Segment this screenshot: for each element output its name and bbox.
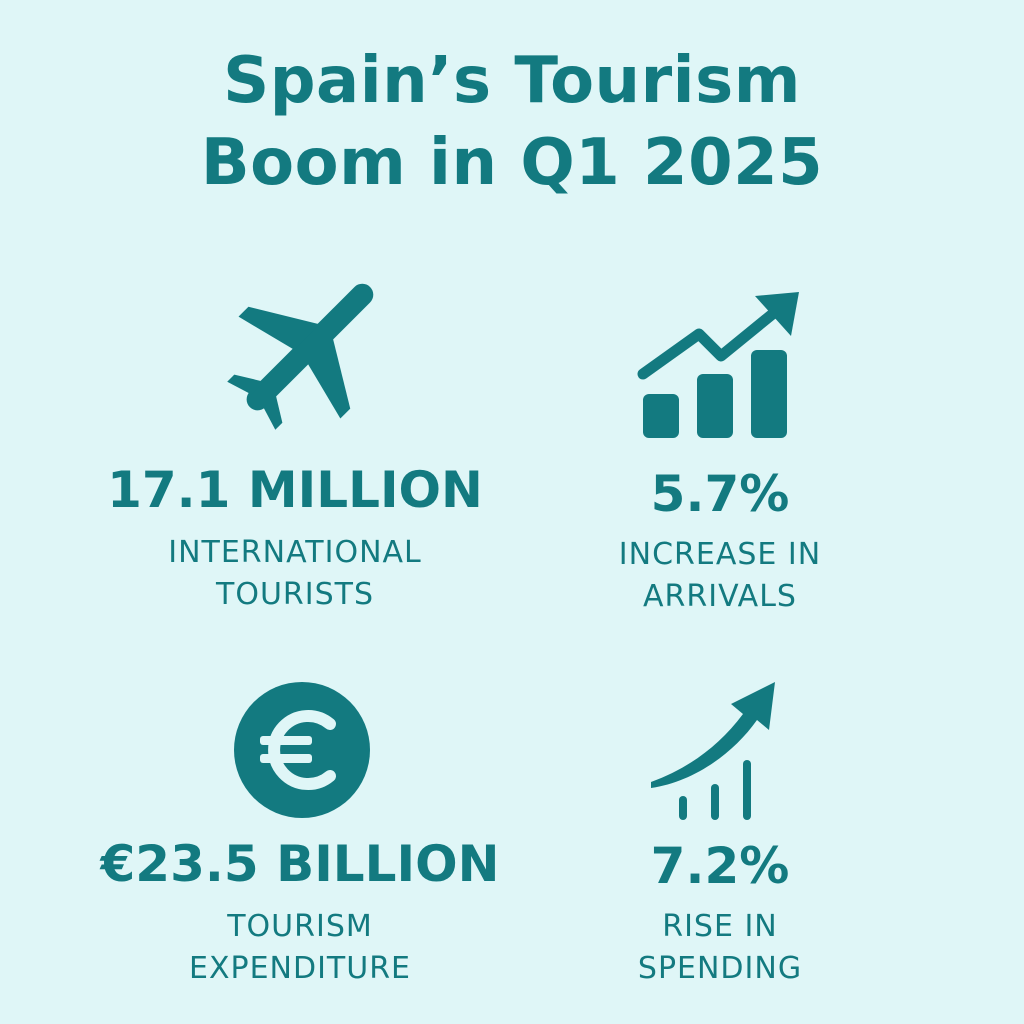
stat-value-spending: 7.2%	[650, 837, 790, 895]
stat-label-expenditure: TOURISM EXPENDITURE	[188, 909, 412, 986]
bar-chart-trend-icon	[635, 290, 805, 440]
page-title: Spain’s Tourism Boom in Q1 2025	[0, 40, 1024, 204]
stat-label-spending: RISE IN SPENDING	[637, 909, 803, 986]
growth-arrow-icon	[645, 678, 785, 823]
stat-label-tourists: INTERNATIONAL TOURISTS	[168, 535, 422, 612]
stat-value-expenditure: €23.5 BILLION	[100, 835, 500, 893]
airplane-icon	[225, 272, 385, 432]
stat-label-arrivals: INCREASE IN ARRIVALS	[618, 537, 822, 614]
stat-value-arrivals: 5.7%	[650, 465, 790, 523]
title-line-2: Boom in Q1 2025	[200, 126, 824, 200]
stat-value-tourists: 17.1 MILLION	[107, 461, 483, 519]
euro-coin-icon	[232, 680, 372, 820]
title-line-1: Spain’s Tourism	[223, 44, 801, 118]
